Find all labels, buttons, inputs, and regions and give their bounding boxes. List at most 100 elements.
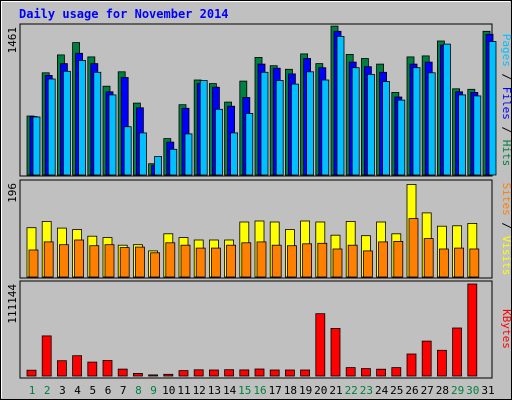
x-tick-18: 18 <box>284 384 297 397</box>
kbytes-bar-28 <box>436 349 447 377</box>
kbytes-bar-2 <box>41 335 52 377</box>
kbytes-bar-30 <box>467 283 478 377</box>
x-tick-3: 3 <box>59 384 66 397</box>
kbytes-bar-10 <box>163 373 174 377</box>
sites-bar-1 <box>28 249 39 278</box>
x-tick-15: 15 <box>238 384 251 397</box>
pages-bar-1 <box>32 116 41 176</box>
pages-bar-18 <box>290 83 299 176</box>
pages-bar-20 <box>321 79 330 176</box>
x-tick-12: 12 <box>193 384 206 397</box>
pages-bar-14 <box>230 132 239 176</box>
sites-bar-12 <box>195 247 206 278</box>
kbytes-bar-5 <box>87 361 98 377</box>
legend-sites: Sites <box>500 183 512 216</box>
pages-bar-23 <box>366 74 375 176</box>
kbytes-bar-11 <box>178 370 189 377</box>
x-tick-10: 10 <box>162 384 175 397</box>
x-tick-13: 13 <box>208 384 221 397</box>
x-tick-16: 16 <box>253 384 266 397</box>
kbytes-side-legend: KBytes <box>500 309 512 349</box>
legend-hits: Hits <box>500 140 512 167</box>
x-tick-9: 9 <box>150 384 157 397</box>
sites-bar-4 <box>74 239 84 278</box>
pages-bar-28 <box>442 43 451 176</box>
hits-side-legend: Pages / Files / Hits <box>500 34 512 167</box>
sites-bar-20 <box>317 242 328 278</box>
x-tick-27: 27 <box>421 384 434 397</box>
pages-bar-12 <box>199 80 208 176</box>
x-tick-22: 22 <box>345 384 358 397</box>
hits-ymax-label: 1461 <box>6 27 19 54</box>
legend-pages: Pages <box>500 34 512 67</box>
pages-bar-17 <box>275 80 284 176</box>
pages-bar-25 <box>397 99 406 176</box>
hits-panel-bars <box>26 25 497 176</box>
kbytes-bar-4 <box>72 355 82 377</box>
kbytes-bar-26 <box>406 353 417 377</box>
sites-bar-10 <box>165 242 176 278</box>
pages-bar-15 <box>245 113 254 176</box>
sites-bar-16 <box>256 241 267 278</box>
pages-bar-7 <box>123 126 132 176</box>
kbytes-bar-18 <box>284 369 295 377</box>
x-tick-20: 20 <box>314 384 327 397</box>
x-tick-4: 4 <box>74 384 81 397</box>
kbytes-bar-22 <box>345 367 356 377</box>
sites-bar-14 <box>226 244 237 278</box>
pages-bar-9 <box>154 156 163 176</box>
chart-title: Daily usage for November 2014 <box>19 7 229 21</box>
kbytes-bar-13 <box>208 369 219 377</box>
pages-bar-31 <box>488 41 497 176</box>
pages-bar-8 <box>138 132 147 176</box>
pages-bar-3 <box>63 70 71 176</box>
visits-ymax-label: 196 <box>6 183 19 203</box>
legend-kbytes: KBytes <box>500 309 512 349</box>
sites-bar-7 <box>119 247 130 278</box>
x-tick-2: 2 <box>44 384 51 397</box>
kbytes-bar-14 <box>224 369 235 377</box>
x-tick-6: 6 <box>105 384 112 397</box>
pages-bar-4 <box>78 60 86 176</box>
x-tick-17: 17 <box>269 384 282 397</box>
x-tick-14: 14 <box>223 384 237 397</box>
x-tick-5: 5 <box>89 384 96 397</box>
x-tick-23: 23 <box>360 384 373 397</box>
sites-bar-13 <box>210 247 221 278</box>
sites-bar-23 <box>362 250 373 278</box>
sites-bar-27 <box>423 238 434 278</box>
pages-bar-5 <box>93 71 102 176</box>
sites-bar-21 <box>332 248 343 278</box>
sites-bar-11 <box>180 244 191 278</box>
legend-visits: Visits <box>500 236 512 276</box>
legend-files: Files <box>500 87 512 120</box>
pages-bar-16 <box>260 71 269 176</box>
sites-bar-19 <box>302 243 313 278</box>
sites-bar-9 <box>150 252 161 278</box>
sites-bar-2 <box>43 241 54 278</box>
pages-bar-11 <box>184 133 193 176</box>
sites-bar-22 <box>347 244 358 278</box>
sites-bar-24 <box>378 241 389 278</box>
sites-bar-15 <box>241 242 252 278</box>
visits-panel-bars <box>26 184 480 278</box>
sites-bar-26 <box>408 218 419 278</box>
pages-bar-29 <box>458 94 467 176</box>
kbytes-bar-21 <box>330 327 341 377</box>
kbytes-bar-15 <box>239 369 250 377</box>
x-tick-31: 31 <box>481 384 494 397</box>
x-tick-7: 7 <box>120 384 127 397</box>
x-tick-labels: 1 2 3 4 5 6 7 8 9 10 11 12 13 14 15 16 17 18 19 20 21 22 23 24 2… <box>29 384 495 397</box>
kbytes-bar-20 <box>315 313 326 377</box>
sites-bar-8 <box>134 246 145 278</box>
kbytes-bar-1 <box>26 369 37 377</box>
sites-bar-30 <box>469 248 480 278</box>
x-tick-28: 28 <box>436 384 449 397</box>
sites-bar-17 <box>271 244 282 278</box>
sites-bar-6 <box>104 244 115 278</box>
kbytes-bar-12 <box>193 369 204 377</box>
kbytes-bar-19 <box>300 369 311 377</box>
x-tick-25: 25 <box>390 384 403 397</box>
kbytes-bar-9 <box>148 374 159 377</box>
